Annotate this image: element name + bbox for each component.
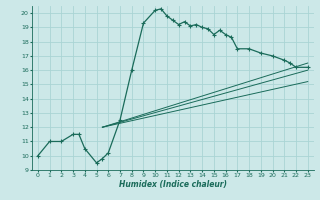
X-axis label: Humidex (Indice chaleur): Humidex (Indice chaleur) <box>119 180 227 189</box>
